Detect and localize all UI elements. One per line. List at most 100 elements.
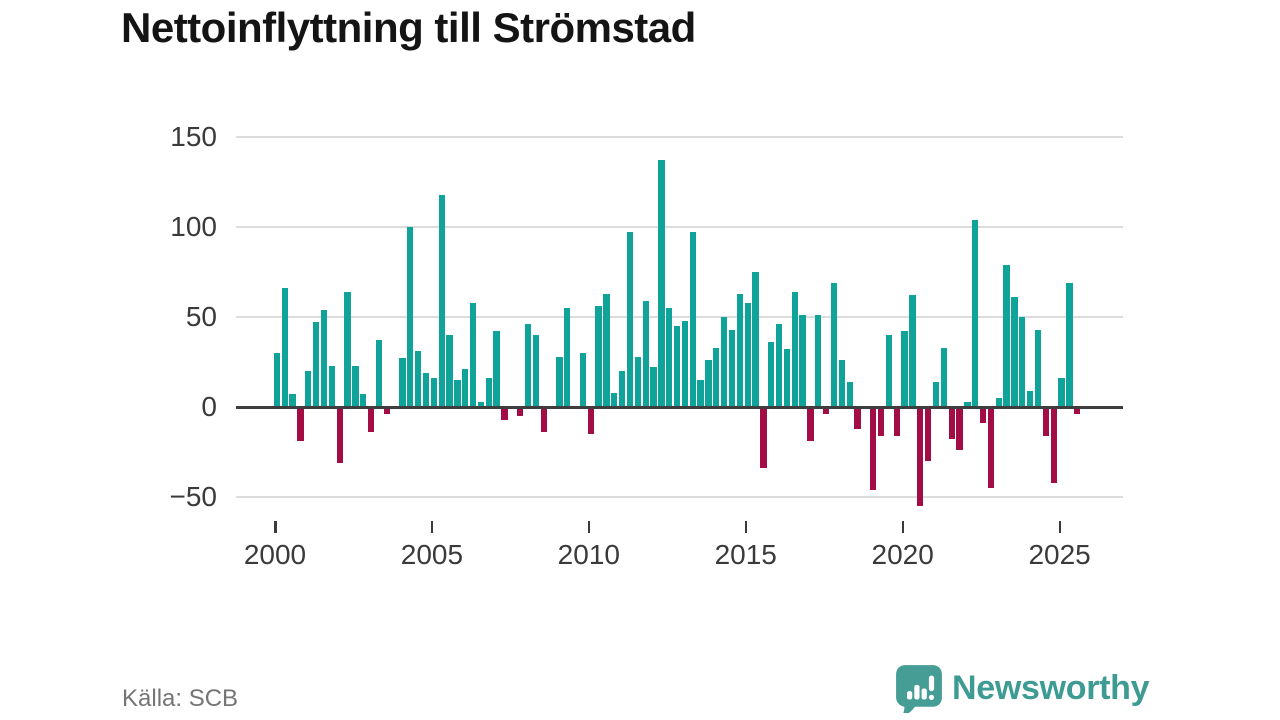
x-axis-line [236,405,1123,409]
bar-2016Q2 [783,349,791,407]
x-axis-tick-2000 [274,521,277,533]
x-axis-tick-2015 [744,521,748,533]
bar-2018Q1 [838,360,845,407]
bar-2003Q1 [367,407,375,433]
bar-2000Q3 [289,394,296,407]
bar-2003Q2 [375,340,383,407]
bar-2025Q2 [1066,282,1073,407]
bar-2013Q3 [697,380,704,407]
bar-2015Q3 [760,407,767,469]
x-axis-label-2005: 2005 [400,539,464,570]
bar-2011Q1 [619,371,626,407]
bar-2016Q3 [791,291,798,407]
bar-2022Q1 [964,401,971,407]
bar-2017Q1 [807,407,814,442]
x-axis-label-2020: 2020 [871,539,934,570]
newsworthy-logo: Newsworthy [894,663,1150,713]
bar-2020Q1 [901,331,908,407]
y-axis-label-150: 150 [170,121,217,152]
bar-2024Q3 [1042,407,1049,436]
bar-2013Q1 [681,320,689,407]
bar-2007Q2 [501,407,508,420]
bar-2010Q3 [603,293,610,407]
bar-2022Q2 [972,219,979,407]
bar-2025Q1 [1058,378,1065,407]
bar-2011Q2 [626,232,634,407]
x-axis-tick-2005 [430,521,434,533]
bar-2019Q4 [893,407,900,436]
bar-2001Q4 [328,365,336,407]
bar-2015Q1 [744,302,751,407]
bar-2004Q1 [399,358,406,407]
bar-2002Q3 [352,365,359,407]
bar-2020Q3 [917,407,924,506]
x-axis-tick-2010 [587,521,591,533]
bar-2006Q4 [485,378,492,407]
bar-2012Q3 [666,308,673,407]
net-migration-bar-chart: 150 100 50 0 −50 2000 2005 2010 2015 2020 2025 [169,121,1123,570]
bar-2013Q4 [705,360,712,407]
gridline-100 [236,226,1123,228]
bar-2010Q2 [595,306,602,407]
bar-2014Q2 [721,317,728,407]
bar-2006Q2 [469,302,477,407]
y-axis-label--50: −50 [169,481,218,512]
bar-2018Q2 [846,381,853,407]
bar-2008Q1 [524,324,532,407]
bar-2006Q3 [477,401,485,407]
x-axis-label-2015: 2015 [714,539,777,570]
bar-2015Q2 [752,272,759,407]
bar-2010Q1 [587,407,594,434]
bar-2016Q1 [775,324,783,407]
bar-2019Q3 [885,335,893,407]
newsworthy-wordmark: Newsworthy [952,668,1150,707]
bar-2023Q4 [1019,317,1026,407]
bar-2012Q4 [673,326,681,407]
bar-2022Q3 [979,407,987,424]
bar-2009Q2 [564,308,571,407]
bar-2014Q4 [736,293,743,407]
bar-2005Q3 [446,335,453,407]
x-axis-label-2025: 2025 [1028,539,1091,570]
bar-2009Q4 [579,353,587,407]
bar-2019Q1 [870,407,877,490]
bar-2004Q4 [422,372,430,407]
bar-2013Q2 [689,232,696,407]
gridline-150 [236,136,1123,138]
bar-2012Q1 [650,367,657,407]
bar-2023Q2 [1003,264,1010,407]
bar-2022Q4 [987,407,995,488]
bar-2023Q3 [1011,297,1018,407]
bar-2000Q2 [281,288,288,407]
bar-2001Q2 [313,322,320,407]
bar-2025Q3 [1074,407,1081,415]
x-axis-tick-2020 [901,521,905,533]
chart-title: Nettoinflyttning till Strömstad [121,4,696,51]
bar-2004Q2 [407,227,414,407]
bar-2008Q2 [532,335,539,407]
y-axis-label-0: 0 [201,391,217,422]
y-axis-label-50: 50 [185,301,217,332]
bar-2020Q4 [925,407,932,461]
bar-2000Q4 [297,407,304,442]
bar-2024Q1 [1027,390,1034,407]
x-axis-tick-2025 [1058,521,1062,533]
gridline-50 [236,316,1123,318]
bar-2017Q2 [815,315,822,407]
bar-2006Q1 [462,369,469,407]
bar-2012Q2 [658,160,665,407]
bar-2002Q4 [360,394,367,407]
bar-2002Q2 [344,291,351,407]
bar-2004Q3 [415,351,422,407]
y-axis-label-100: 100 [170,211,217,242]
bar-2016Q4 [799,315,806,407]
bar-2000Q1 [273,353,281,407]
newsworthy-bubble-chart-icon [896,665,942,713]
bar-2005Q4 [454,380,461,407]
bar-2021Q2 [940,347,947,407]
bar-2007Q4 [517,407,524,416]
bar-2007Q1 [493,331,500,407]
x-axis-label-2010: 2010 [557,539,620,570]
bar-2023Q1 [995,398,1002,407]
